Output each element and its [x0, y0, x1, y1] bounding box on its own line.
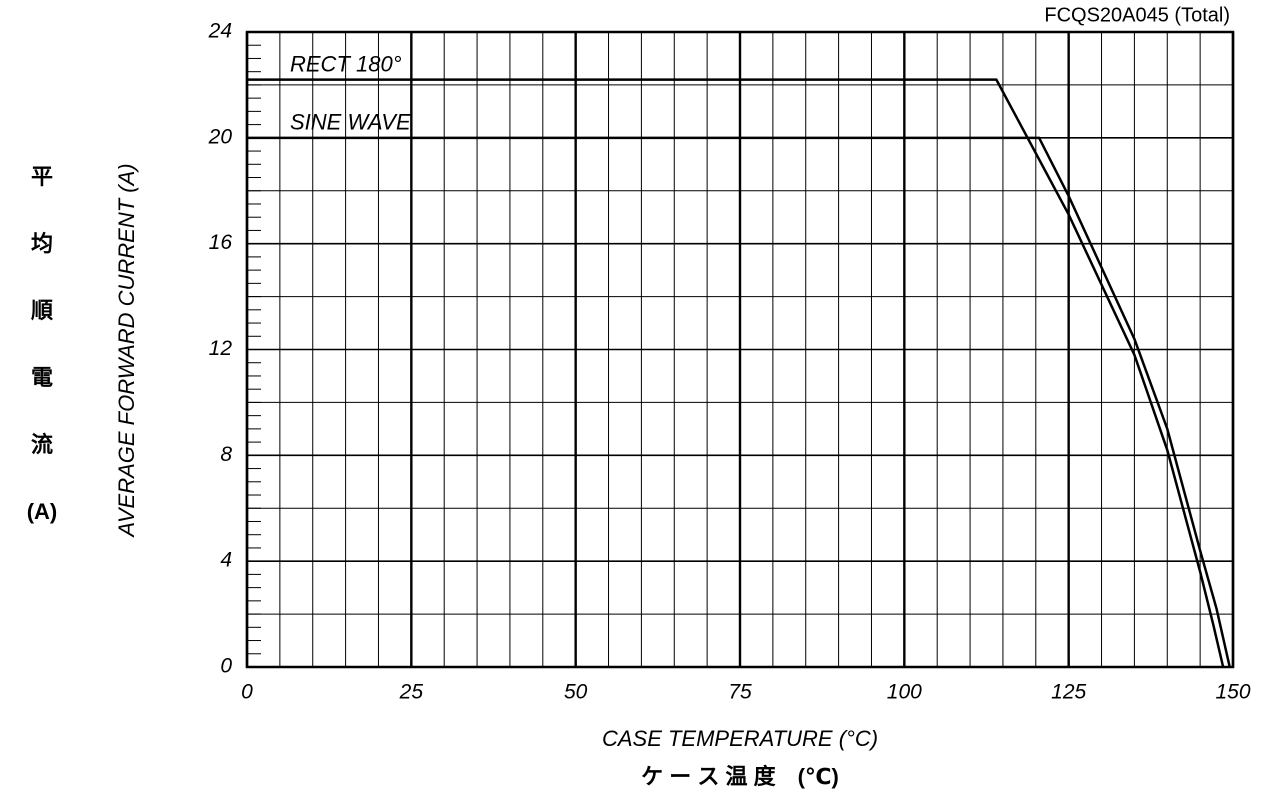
y-tick-label: 12	[209, 337, 233, 360]
y-axis-label-jp: 均	[31, 231, 53, 256]
y-tick-label: 24	[208, 20, 232, 43]
y-axis-label-jp: 平	[31, 164, 53, 189]
y-axis-label-jp: 流	[31, 432, 53, 457]
x-tick-label: 25	[399, 681, 424, 704]
x-axis-label-jp: ケ ー ス 温 度 (℃)	[641, 764, 839, 789]
x-tick-label: 75	[728, 681, 752, 704]
series-line	[247, 78, 1225, 668]
y-tick-label: 20	[208, 125, 233, 148]
y-tick-label: 4	[220, 549, 232, 572]
x-tick-label: 50	[564, 681, 588, 704]
x-tick-label: 150	[1215, 681, 1250, 704]
x-tick-label: 125	[1051, 681, 1086, 704]
y-axis-label-jp: 順	[31, 298, 54, 323]
y-axis-label: AVERAGE FORWARD CURRENT (A)	[114, 163, 139, 538]
series-line	[247, 136, 1231, 668]
series-label: RECT 180°	[290, 51, 402, 76]
y-tick-label: 0	[220, 655, 232, 678]
x-tick-label: 100	[887, 681, 922, 704]
y-axis-label-jp: (A)	[27, 499, 58, 524]
y-tick-label: 16	[209, 231, 233, 254]
x-tick-label: 0	[241, 681, 253, 704]
chart-title: FCQS20A045 (Total)	[1044, 4, 1230, 26]
x-axis-label: CASE TEMPERATURE (°C)	[602, 726, 878, 751]
y-tick-label: 8	[220, 443, 232, 466]
series-label: SINE WAVE	[290, 110, 411, 135]
y-axis-label-jp: 電	[31, 365, 53, 390]
